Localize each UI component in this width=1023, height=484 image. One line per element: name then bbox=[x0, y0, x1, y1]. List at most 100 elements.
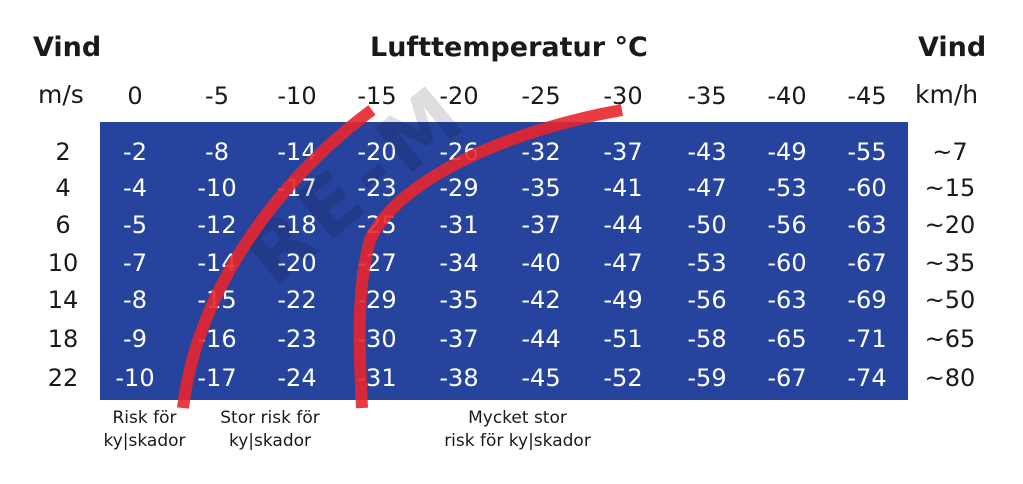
temperature-header: -45 bbox=[847, 82, 887, 110]
wind-chill-cell: -63 bbox=[767, 286, 807, 314]
wind-chill-cell: -65 bbox=[767, 325, 807, 353]
temperature-header: -30 bbox=[603, 82, 643, 110]
wind-chill-cell: -49 bbox=[603, 286, 643, 314]
wind-speed-kmh: ~35 bbox=[924, 249, 976, 277]
wind-chill-cell: -37 bbox=[603, 138, 643, 166]
wind-chill-cell: -29 bbox=[439, 174, 479, 202]
wind-speed-kmh: ~7 bbox=[932, 138, 968, 166]
wind-chill-cell: -60 bbox=[767, 249, 807, 277]
risk-zone-label: Stor risk för ky|skador bbox=[200, 407, 340, 453]
wind-chill-cell: -12 bbox=[197, 211, 237, 239]
wind-chill-cell: -37 bbox=[439, 325, 479, 353]
wind-chill-cell: -45 bbox=[521, 364, 561, 392]
temperature-header: -40 bbox=[767, 82, 807, 110]
wind-chill-cell: -23 bbox=[277, 325, 317, 353]
wind-chill-cell: -53 bbox=[767, 174, 807, 202]
wind-chill-cell: -50 bbox=[687, 211, 727, 239]
wind-chill-cell: -18 bbox=[277, 211, 317, 239]
wind-chill-cell: -35 bbox=[521, 174, 561, 202]
risk-zone-label-line: ky|skador bbox=[228, 431, 312, 451]
wind-chill-cell: -63 bbox=[847, 211, 887, 239]
wind-chill-cell: -5 bbox=[123, 211, 147, 239]
wind-chill-cell: -8 bbox=[205, 138, 229, 166]
wind-chill-cell: -44 bbox=[603, 211, 643, 239]
wind-chill-cell: -17 bbox=[197, 364, 237, 392]
temperature-header: -5 bbox=[205, 82, 229, 110]
temperature-header: -15 bbox=[357, 82, 397, 110]
wind-chill-cell: -47 bbox=[603, 249, 643, 277]
wind-chill-cell: -41 bbox=[603, 174, 643, 202]
wind-chill-cell: -20 bbox=[357, 138, 397, 166]
wind-chill-cell: -40 bbox=[521, 249, 561, 277]
wind-chill-cell: -16 bbox=[197, 325, 237, 353]
wind-chill-cell: -7 bbox=[123, 249, 147, 277]
wind-chill-cell: -71 bbox=[847, 325, 887, 353]
left-wind-unit: m/s bbox=[38, 80, 84, 109]
wind-chill-cell: -56 bbox=[687, 286, 727, 314]
wind-speed-ms: 22 bbox=[47, 364, 79, 392]
wind-chill-cell: -44 bbox=[521, 325, 561, 353]
temperature-header: 0 bbox=[127, 82, 143, 110]
wind-chill-cell: -10 bbox=[197, 174, 237, 202]
wind-chill-cell: -35 bbox=[439, 286, 479, 314]
temperature-header: -10 bbox=[277, 82, 317, 110]
risk-zone-label-line: risk för ky|skador bbox=[444, 431, 591, 451]
wind-chill-cell: -74 bbox=[847, 364, 887, 392]
wind-chill-cell: -27 bbox=[357, 249, 397, 277]
wind-chill-cell: -17 bbox=[277, 174, 317, 202]
wind-chill-cell: -31 bbox=[439, 211, 479, 239]
wind-chill-cell: -8 bbox=[123, 286, 147, 314]
wind-speed-kmh: ~65 bbox=[924, 325, 976, 353]
risk-zone-label: Risk för ky|skador bbox=[92, 407, 197, 453]
right-wind-title: Vind bbox=[918, 32, 987, 63]
wind-speed-ms: 6 bbox=[55, 211, 71, 239]
wind-chill-cell: -30 bbox=[357, 325, 397, 353]
wind-speed-ms: 14 bbox=[47, 286, 79, 314]
wind-chill-cell: -51 bbox=[603, 325, 643, 353]
wind-speed-ms: 18 bbox=[47, 325, 79, 353]
risk-zone-label-line: Stor risk för bbox=[220, 408, 320, 428]
wind-chill-cell: -52 bbox=[603, 364, 643, 392]
wind-chill-cell: -32 bbox=[521, 138, 561, 166]
wind-speed-kmh: ~20 bbox=[924, 211, 976, 239]
wind-chill-cell: -53 bbox=[687, 249, 727, 277]
right-wind-unit: km/h bbox=[915, 80, 979, 109]
wind-chill-cell: -29 bbox=[357, 286, 397, 314]
wind-chill-cell: -38 bbox=[439, 364, 479, 392]
wind-chill-cell: -9 bbox=[123, 325, 147, 353]
wind-chill-cell: -25 bbox=[357, 211, 397, 239]
left-wind-title: Vind bbox=[33, 32, 102, 63]
wind-chill-cell: -47 bbox=[687, 174, 727, 202]
wind-chill-cell: -67 bbox=[767, 364, 807, 392]
wind-chill-cell: -24 bbox=[277, 364, 317, 392]
risk-zone-label-line: Risk för bbox=[112, 408, 177, 428]
wind-chill-cell: -2 bbox=[123, 138, 147, 166]
wind-chill-cell: -37 bbox=[521, 211, 561, 239]
wind-chill-cell: -22 bbox=[277, 286, 317, 314]
wind-chill-cell: -15 bbox=[197, 286, 237, 314]
wind-chill-cell: -69 bbox=[847, 286, 887, 314]
wind-chill-cell: -26 bbox=[439, 138, 479, 166]
risk-zone-label-line: ky|skador bbox=[103, 431, 186, 451]
wind-chill-cell: -43 bbox=[687, 138, 727, 166]
temperature-header: -20 bbox=[439, 82, 479, 110]
temperature-header: -35 bbox=[687, 82, 727, 110]
wind-chill-cell: -49 bbox=[767, 138, 807, 166]
wind-chill-cell: -55 bbox=[847, 138, 887, 166]
wind-chill-cell: -10 bbox=[115, 364, 155, 392]
wind-chill-cell: -60 bbox=[847, 174, 887, 202]
wind-speed-kmh: ~80 bbox=[924, 364, 976, 392]
wind-chill-cell: -23 bbox=[357, 174, 397, 202]
wind-chill-cell: -67 bbox=[847, 249, 887, 277]
wind-speed-kmh: ~15 bbox=[924, 174, 976, 202]
wind-speed-ms: 4 bbox=[55, 174, 71, 202]
wind-chill-cell: -31 bbox=[357, 364, 397, 392]
temperature-header: -25 bbox=[521, 82, 561, 110]
wind-chill-cell: -4 bbox=[123, 174, 147, 202]
wind-chill-cell: -56 bbox=[767, 211, 807, 239]
wind-speed-ms: 2 bbox=[55, 138, 71, 166]
wind-chill-cell: -58 bbox=[687, 325, 727, 353]
wind-chill-cell: -20 bbox=[277, 249, 317, 277]
wind-speed-ms: 10 bbox=[47, 249, 79, 277]
wind-chill-cell: -14 bbox=[197, 249, 237, 277]
